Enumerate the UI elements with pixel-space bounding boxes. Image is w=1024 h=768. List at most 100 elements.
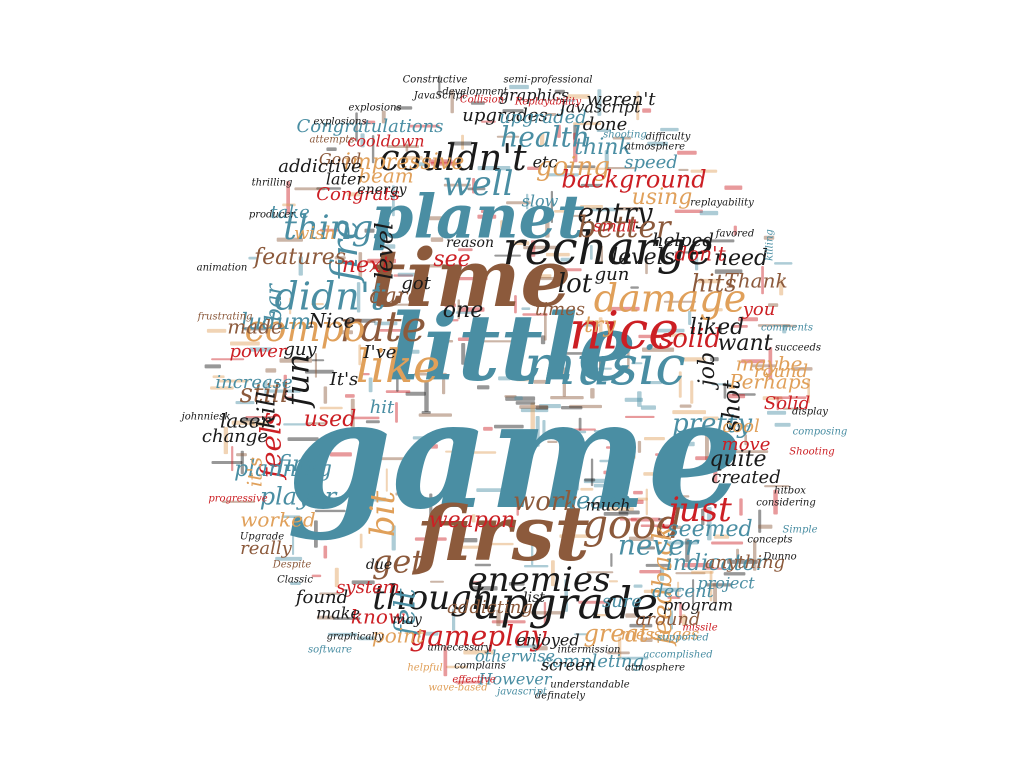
cloud-word: succeeds [775,343,821,354]
cloud-word: dare [370,284,421,309]
cloud-word: feedback [648,525,678,647]
cloud-word: missile [682,623,717,634]
cloud-word: Simple [782,525,817,536]
cloud-word: graphics [499,86,569,105]
cloud-word: speed [624,152,678,173]
cloud-word: graphically [327,632,384,643]
cloud-word: understandable [550,680,629,691]
cloud-word: shooting [603,130,647,141]
cloud-word: going [536,152,610,182]
cloud-word: think [574,135,632,160]
cloud-word: attempts [310,135,355,146]
cloud-word: better [577,210,672,245]
cloud-word: upgraded [499,107,587,128]
cloud-word: increase [215,372,292,393]
cloud-word: want [718,331,773,356]
cloud-word: thrilling [252,178,293,189]
cloud-word: program [663,596,733,615]
cloud-word: replayability [690,198,754,209]
cloud-word: accomplished [643,650,712,661]
cloud-word: feels [255,412,288,481]
cloud-word: energy [357,182,407,198]
cloud-word: hit [370,397,395,418]
cloud-word: pretty [672,409,752,439]
cloud-word: liked [690,315,745,340]
cloud-word: good [582,502,681,548]
cloud-word: Congrats [316,184,400,205]
cloud-word: may [392,612,423,628]
cloud-word: try [584,313,616,338]
cloud-word: supported [657,633,709,644]
cloud-word: wave-based [428,683,487,694]
cloud-word: couldn't [379,138,527,179]
cloud-word: etc [533,153,558,172]
cloud-word: nice [569,302,679,362]
cloud-word: laser [220,409,271,433]
cloud-word: one [443,298,483,323]
cloud-word: get [372,543,424,581]
cloud-word: bar [262,283,287,322]
cloud-word: it's [243,457,267,487]
cloud-word: Constructive [403,75,468,86]
cloud-word: later [326,170,366,189]
cloud-word: favored [715,229,754,240]
cloud-word: complains [454,661,505,672]
cloud-word: got [401,273,431,294]
cloud-word: project [697,574,755,593]
cloud-word: shot [718,380,746,432]
cloud-word: upgrade [472,579,658,630]
cloud-word: explosions [348,103,401,114]
cloud-word: gameplay [409,620,547,653]
cloud-word: beam [358,164,414,188]
cloud-word: work [513,487,579,517]
cloud-word: javascript [495,687,548,698]
cloud-word: learn [568,487,631,515]
cloud-word: job [695,352,720,391]
cloud-word: indicator [666,551,768,576]
cloud-word: comments [761,323,813,334]
cloud-word: software [308,645,352,656]
cloud-word: explosions [313,117,366,128]
cloud-word: otherwise [475,647,555,666]
cloud-word: never [618,529,700,562]
cloud-word: worked [240,508,315,532]
cloud-word: display [792,407,828,418]
cloud-word: player [260,483,338,511]
cloud-word: intermission [558,645,621,656]
cloud-word: features [252,245,346,270]
cloud-word: development [442,87,508,98]
cloud-word: Collision [460,95,504,106]
cloud-word: addictive [278,156,361,177]
cloud-word: cool [722,416,760,437]
cloud-word: messages [621,625,700,644]
cloud-word: decent [652,581,715,602]
cloud-word: made [227,315,283,339]
cloud-word: Solid [764,393,810,414]
cloud-word: helped [652,230,714,251]
cloud-word: know [351,605,405,629]
cloud-word: system [336,577,400,598]
cloud-word: enemies [468,560,611,600]
cloud-word: fire [325,219,366,285]
cloud-word: Dunno [762,552,796,563]
cloud-word: background [561,166,706,194]
cloud-word: need [714,246,768,271]
cloud-word: considering [756,498,816,509]
cloud-word: animation [197,263,248,274]
cloud-word: effective [452,675,495,686]
cloud-word: producer [249,210,297,221]
cloud-word: change [202,426,268,447]
cloud-word: Perhaps [728,370,811,394]
cloud-word: really [240,538,293,559]
cloud-word: point [372,624,425,648]
cloud-word: upgrades [462,105,547,126]
cloud-word: lot [558,269,593,299]
cloud-word: cooldown [347,132,424,151]
cloud-word: helpful [407,663,442,674]
cloud-word: still [240,379,289,409]
cloud-word: fun [279,353,317,408]
cloud-word: guy [283,339,317,360]
cloud-word: little [388,294,636,402]
cloud-word: seemed [667,517,752,542]
cloud-word: levels [611,245,675,270]
